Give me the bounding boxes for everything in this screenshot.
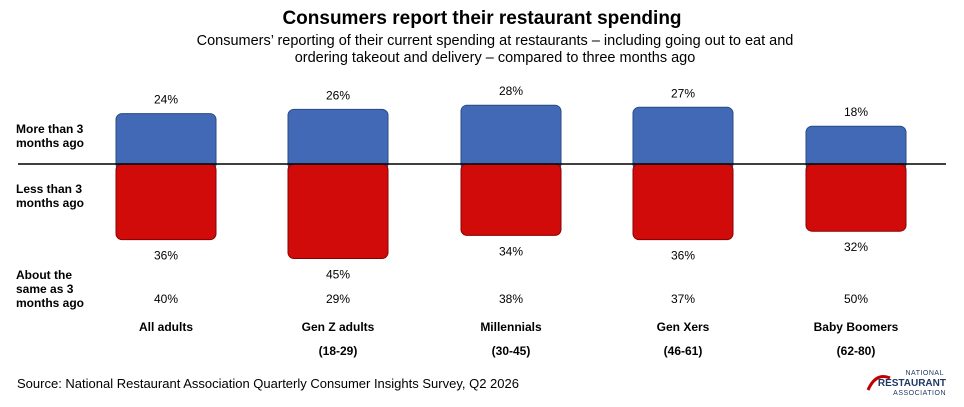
row-label-more: More than 3 months ago xyxy=(16,122,84,150)
label-more-0: 24% xyxy=(154,93,178,107)
chart-title: Consumers report their restaurant spendi… xyxy=(282,8,682,29)
label-same-4: 50% xyxy=(844,292,868,306)
category-age-4: (62-80) xyxy=(837,344,876,358)
label-less-4: 32% xyxy=(844,240,868,254)
label-more-3: 27% xyxy=(671,86,695,100)
label-same-3: 37% xyxy=(671,292,695,306)
logo-line-2: RESTAURANT xyxy=(877,378,946,389)
category-label-1: Gen Z adults xyxy=(302,320,375,334)
bar-more-2 xyxy=(460,104,562,171)
label-less-1: 45% xyxy=(326,268,350,282)
bar-more-1 xyxy=(287,108,389,171)
bar-less-2 xyxy=(460,163,562,236)
logo-line-1: NATIONAL xyxy=(905,370,944,377)
row-label-same: About the same as 3 months ago xyxy=(16,268,84,310)
bar-less-4 xyxy=(805,163,907,232)
category-age-3: (46-61) xyxy=(664,344,703,358)
label-less-3: 36% xyxy=(671,249,695,263)
label-same-1: 29% xyxy=(326,292,350,306)
label-more-1: 26% xyxy=(326,88,350,102)
label-less-2: 34% xyxy=(499,244,523,258)
row-label-less: Less than 3 months ago xyxy=(16,182,84,210)
label-same-2: 38% xyxy=(499,292,523,306)
nra-logo: NATIONAL RESTAURANT ASSOCIATION xyxy=(862,370,948,404)
bar-more-0 xyxy=(115,113,217,171)
category-age-2: (30-45) xyxy=(492,344,531,358)
label-less-0: 36% xyxy=(154,249,178,263)
bar-less-3 xyxy=(632,163,734,241)
category-label-2: Millennials xyxy=(480,320,542,334)
label-more-4: 18% xyxy=(844,105,868,119)
category-label-3: Gen Xers xyxy=(657,320,710,334)
chart-subtitle: Consumers’ reporting of their current sp… xyxy=(196,33,794,66)
category-age-1: (18-29) xyxy=(319,344,358,358)
label-more-2: 28% xyxy=(499,84,523,98)
logo-swoosh-icon xyxy=(866,375,891,391)
bar-more-3 xyxy=(632,106,734,171)
logo-line-3: ASSOCIATION xyxy=(893,390,946,397)
category-label-4: Baby Boomers xyxy=(814,320,899,334)
label-same-0: 40% xyxy=(154,292,178,306)
source-note: Source: National Restaurant Association … xyxy=(17,376,519,391)
bar-less-0 xyxy=(115,163,217,241)
category-label-0: All adults xyxy=(139,320,193,334)
bar-less-1 xyxy=(287,163,389,259)
